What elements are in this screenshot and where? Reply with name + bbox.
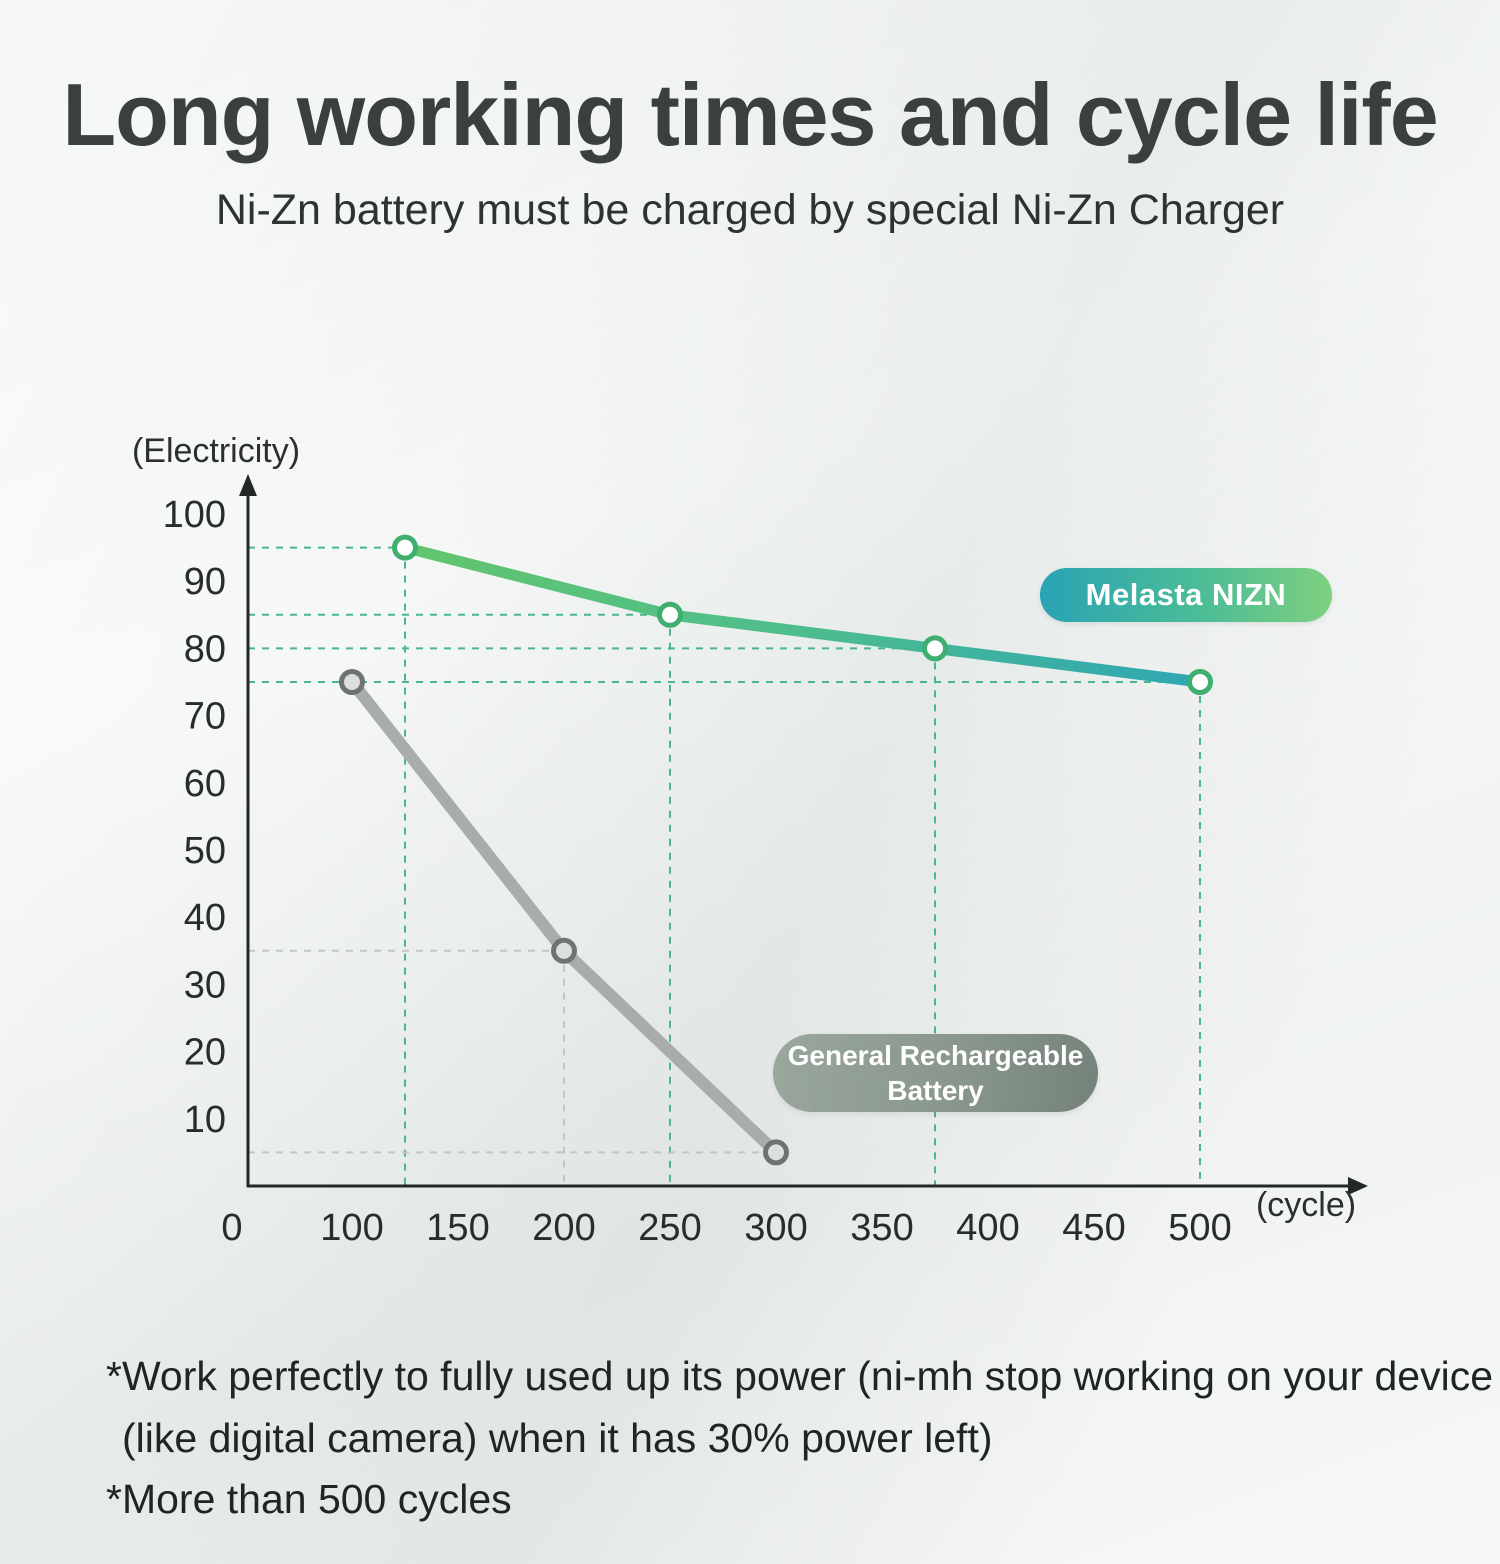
x-axis-label: (cycle) <box>1256 1186 1356 1224</box>
y-tick-label: 90 <box>184 561 226 603</box>
x-tick-label: 0 <box>221 1207 242 1249</box>
x-tick-label: 350 <box>850 1207 913 1249</box>
y-axis-label: (Electricity) <box>132 432 300 470</box>
data-point <box>1187 669 1213 695</box>
x-tick-label: 250 <box>638 1207 701 1249</box>
chart-axes <box>239 474 1368 1195</box>
data-point <box>763 1139 789 1166</box>
data-point <box>922 635 948 662</box>
x-tick-label: 300 <box>744 1207 807 1249</box>
x-tick-label: 400 <box>956 1207 1019 1249</box>
data-point <box>339 669 365 695</box>
chart-series <box>339 534 1213 1166</box>
y-axis-arrow <box>239 474 257 496</box>
data-point <box>551 937 577 964</box>
legend-pill-melasta: Melasta NIZN <box>1040 568 1332 622</box>
y-tick-label: 60 <box>184 763 226 805</box>
footnote-1: *Work perfectly to fully used up its pow… <box>106 1353 1494 1399</box>
legend-pill-general: General Rechargeable Battery <box>773 1034 1098 1112</box>
page-title: Long working times and cycle life <box>62 65 1438 164</box>
legend-pill-general-label-line2: Battery <box>887 1075 984 1106</box>
series-line-0 <box>399 542 1206 688</box>
chart-tick-labels: 10 20 30 40 50 60 70 80 90 100 0 100 150 200 250 300 350… <box>163 494 1232 1249</box>
x-tick-label: 200 <box>532 1207 595 1249</box>
data-point <box>392 534 418 561</box>
x-tick-label: 100 <box>320 1207 383 1249</box>
page-subtitle: Ni-Zn battery must be charged by special… <box>215 186 1285 234</box>
y-tick-label: 40 <box>184 897 226 939</box>
line-chart: 10 20 30 40 50 60 70 80 90 100 0 100 150 200 250 300 350… <box>132 432 1368 1249</box>
legend-pill-general-label-line1: General Rechargeable <box>787 1040 1084 1071</box>
y-tick-label: 30 <box>184 964 226 1006</box>
y-tick-label: 10 <box>184 1099 226 1141</box>
y-tick-label: 80 <box>184 628 226 670</box>
x-axis-arrow <box>1348 1177 1368 1195</box>
y-tick-label: 100 <box>163 494 226 536</box>
footnotes: *Work perfectly to fully used up its pow… <box>106 1346 1494 1531</box>
x-tick-label: 500 <box>1168 1207 1231 1249</box>
x-tick-label: 450 <box>1062 1207 1125 1249</box>
footnote-2: (like digital camera) when it has 30% po… <box>122 1414 993 1461</box>
data-point <box>657 601 683 628</box>
y-tick-label: 50 <box>184 830 226 872</box>
legend-pill-melasta-label: Melasta NIZN <box>1085 577 1287 612</box>
x-tick-label: 150 <box>426 1207 489 1249</box>
y-tick-label: 20 <box>184 1032 226 1074</box>
y-tick-label: 70 <box>184 696 226 738</box>
